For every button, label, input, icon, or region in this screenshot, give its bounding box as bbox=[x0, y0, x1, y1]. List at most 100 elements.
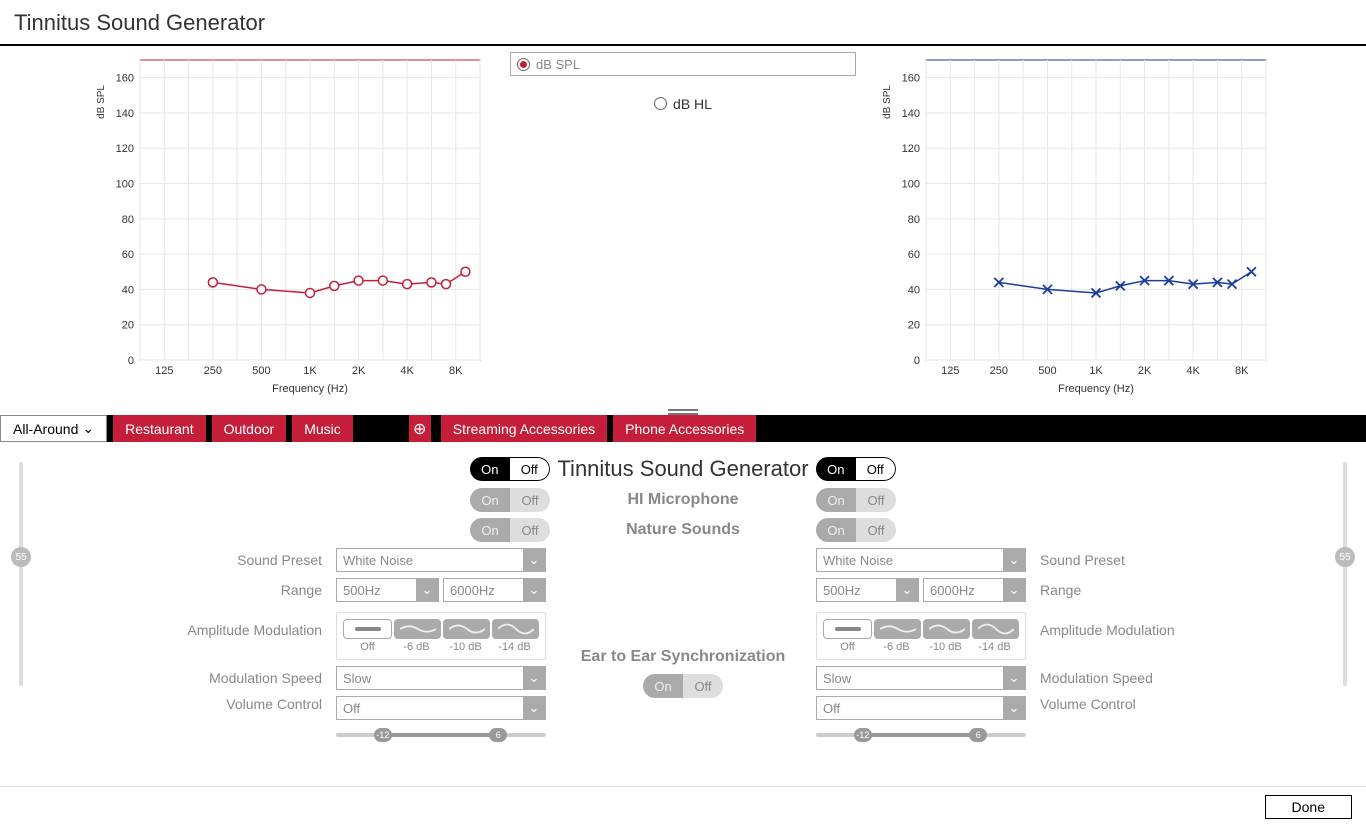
svg-text:100: 100 bbox=[116, 179, 134, 191]
chevron-down-icon: ⌄ bbox=[523, 549, 545, 571]
svg-text:4K: 4K bbox=[400, 365, 414, 377]
range-label-r: Range bbox=[1032, 582, 1352, 598]
svg-text:8K: 8K bbox=[1235, 365, 1249, 377]
program-tabbar: All-Around ⌄ Restaurant Outdoor Music ⊕ … bbox=[0, 415, 1366, 442]
svg-text:Frequency (Hz): Frequency (Hz) bbox=[1058, 383, 1134, 395]
svg-text:dB SPL: dB SPL bbox=[882, 85, 893, 119]
chevron-down-icon: ⌄ bbox=[523, 697, 545, 719]
svg-text:Frequency (Hz): Frequency (Hz) bbox=[272, 383, 348, 395]
amp-mod-label: Amplitude Modulation bbox=[10, 612, 330, 638]
ear-sync-label: Ear to Ear Synchronization bbox=[550, 648, 816, 666]
tab-all-around-label: All-Around bbox=[13, 421, 78, 437]
svg-text:2K: 2K bbox=[352, 365, 366, 377]
add-program-button[interactable]: ⊕ bbox=[409, 415, 431, 442]
svg-text:500: 500 bbox=[1038, 365, 1056, 377]
chevron-down-icon: ⌄ bbox=[896, 579, 918, 601]
section-title: Tinnitus Sound Generator bbox=[550, 456, 816, 482]
svg-text:160: 160 bbox=[902, 73, 920, 85]
right-mod-speed-select[interactable]: Slow⌄ bbox=[816, 666, 1026, 690]
right-range-lo-select[interactable]: 500Hz⌄ bbox=[816, 578, 919, 602]
left-mod-speed-select[interactable]: Slow⌄ bbox=[336, 666, 546, 690]
chevron-down-icon: ⌄ bbox=[1003, 667, 1025, 689]
tab-all-around[interactable]: All-Around ⌄ bbox=[0, 415, 107, 442]
left-vol-ctrl-select[interactable]: Off⌄ bbox=[336, 696, 546, 720]
nature-left-toggle[interactable]: OnOff bbox=[470, 518, 550, 542]
amp-6db-tab[interactable] bbox=[394, 619, 441, 639]
right-volume-knob[interactable]: 55 bbox=[1335, 547, 1355, 567]
chevron-down-icon: ⌄ bbox=[1003, 549, 1025, 571]
right-range-hi-select[interactable]: 6000Hz⌄ bbox=[923, 578, 1026, 602]
svg-text:160: 160 bbox=[116, 73, 134, 85]
svg-text:120: 120 bbox=[116, 143, 134, 155]
svg-text:4K: 4K bbox=[1186, 365, 1200, 377]
left-amp-mod[interactable]: Off-6 dB-10 dB-14 dB bbox=[336, 612, 546, 660]
svg-text:1K: 1K bbox=[303, 365, 317, 377]
vol-ctrl-label-r: Volume Control bbox=[1032, 696, 1352, 712]
svg-text:20: 20 bbox=[122, 320, 134, 332]
mod-speed-label: Modulation Speed bbox=[10, 670, 330, 686]
page-title: Tinnitus Sound Generator bbox=[0, 0, 1366, 44]
mic-right-toggle[interactable]: OnOff bbox=[816, 488, 896, 512]
right-chart: 0204060801001201401601252505001K2K4K8KdB… bbox=[876, 50, 1276, 405]
left-volume-knob[interactable]: 55 bbox=[11, 547, 31, 567]
chevron-down-icon: ⌄ bbox=[416, 579, 438, 601]
right-vol-range-slider[interactable]: -12 6 bbox=[816, 726, 1026, 744]
right-preset-select[interactable]: White Noise⌄ bbox=[816, 548, 1026, 572]
right-amp-mod[interactable]: Off-6 dB-10 dB-14 dB bbox=[816, 612, 1026, 660]
svg-text:20: 20 bbox=[908, 320, 920, 332]
hi-mic-label: HI Microphone bbox=[550, 491, 816, 509]
unit-spl-label: dB SPL bbox=[536, 57, 580, 72]
chevron-down-icon: ⌄ bbox=[523, 667, 545, 689]
amp-6db-tab[interactable] bbox=[874, 619, 921, 639]
right-volume-slider[interactable]: 55 bbox=[1338, 462, 1352, 686]
amp-14db-tab[interactable] bbox=[492, 619, 539, 639]
amp-10db-tab[interactable] bbox=[443, 619, 490, 639]
unit-db-hl-radio[interactable]: dB HL bbox=[654, 96, 712, 112]
amp-14db-tab[interactable] bbox=[972, 619, 1019, 639]
tab-streaming-accessories[interactable]: Streaming Accessories bbox=[441, 415, 607, 442]
left-range-hi-select[interactable]: 6000Hz⌄ bbox=[443, 578, 546, 602]
amp-off-tab[interactable] bbox=[343, 619, 392, 639]
tsg-right-toggle[interactable]: OnOff bbox=[816, 457, 896, 481]
svg-text:125: 125 bbox=[941, 365, 959, 377]
svg-text:0: 0 bbox=[128, 355, 134, 367]
done-button[interactable]: Done bbox=[1265, 795, 1352, 819]
left-vol-range-slider[interactable]: -12 6 bbox=[336, 726, 546, 744]
unit-db-spl-radio[interactable]: dB SPL bbox=[510, 52, 856, 76]
tab-music[interactable]: Music bbox=[292, 415, 353, 442]
tab-restaurant[interactable]: Restaurant bbox=[113, 415, 205, 442]
tab-phone-accessories[interactable]: Phone Accessories bbox=[613, 415, 756, 442]
left-preset-select[interactable]: White Noise⌄ bbox=[336, 548, 546, 572]
chevron-down-icon: ⌄ bbox=[1003, 579, 1025, 601]
left-chart: 0204060801001201401601252505001K2K4K8KdB… bbox=[90, 50, 490, 405]
tsg-left-toggle[interactable]: OnOff bbox=[470, 457, 550, 481]
svg-text:40: 40 bbox=[122, 284, 134, 296]
mic-left-toggle[interactable]: OnOff bbox=[470, 488, 550, 512]
chevron-down-icon: ⌄ bbox=[1003, 697, 1025, 719]
panel-drag-handle[interactable] bbox=[668, 409, 698, 415]
sound-preset-label: Sound Preset bbox=[10, 552, 330, 568]
amp-10db-tab[interactable] bbox=[923, 619, 970, 639]
right-vol-ctrl-select[interactable]: Off⌄ bbox=[816, 696, 1026, 720]
svg-text:140: 140 bbox=[116, 108, 134, 120]
tab-outdoor[interactable]: Outdoor bbox=[212, 415, 287, 442]
svg-text:40: 40 bbox=[908, 284, 920, 296]
left-volume-slider[interactable]: 55 bbox=[14, 462, 28, 686]
svg-text:500: 500 bbox=[252, 365, 270, 377]
sound-preset-label-r: Sound Preset bbox=[1032, 552, 1352, 568]
range-label: Range bbox=[10, 582, 330, 598]
svg-text:80: 80 bbox=[122, 214, 134, 226]
svg-text:60: 60 bbox=[908, 249, 920, 261]
amp-off-tab[interactable] bbox=[823, 619, 872, 639]
chevron-down-icon: ⌄ bbox=[523, 579, 545, 601]
nature-right-toggle[interactable]: OnOff bbox=[816, 518, 896, 542]
svg-text:8K: 8K bbox=[449, 365, 463, 377]
unit-hl-label: dB HL bbox=[673, 96, 712, 112]
left-range-lo-select[interactable]: 500Hz⌄ bbox=[336, 578, 439, 602]
ear-sync-toggle[interactable]: OnOff bbox=[643, 674, 723, 698]
vol-ctrl-label: Volume Control bbox=[10, 696, 330, 712]
svg-text:2K: 2K bbox=[1138, 365, 1152, 377]
svg-text:dB SPL: dB SPL bbox=[96, 85, 107, 119]
svg-text:0: 0 bbox=[914, 355, 920, 367]
svg-text:250: 250 bbox=[990, 365, 1008, 377]
